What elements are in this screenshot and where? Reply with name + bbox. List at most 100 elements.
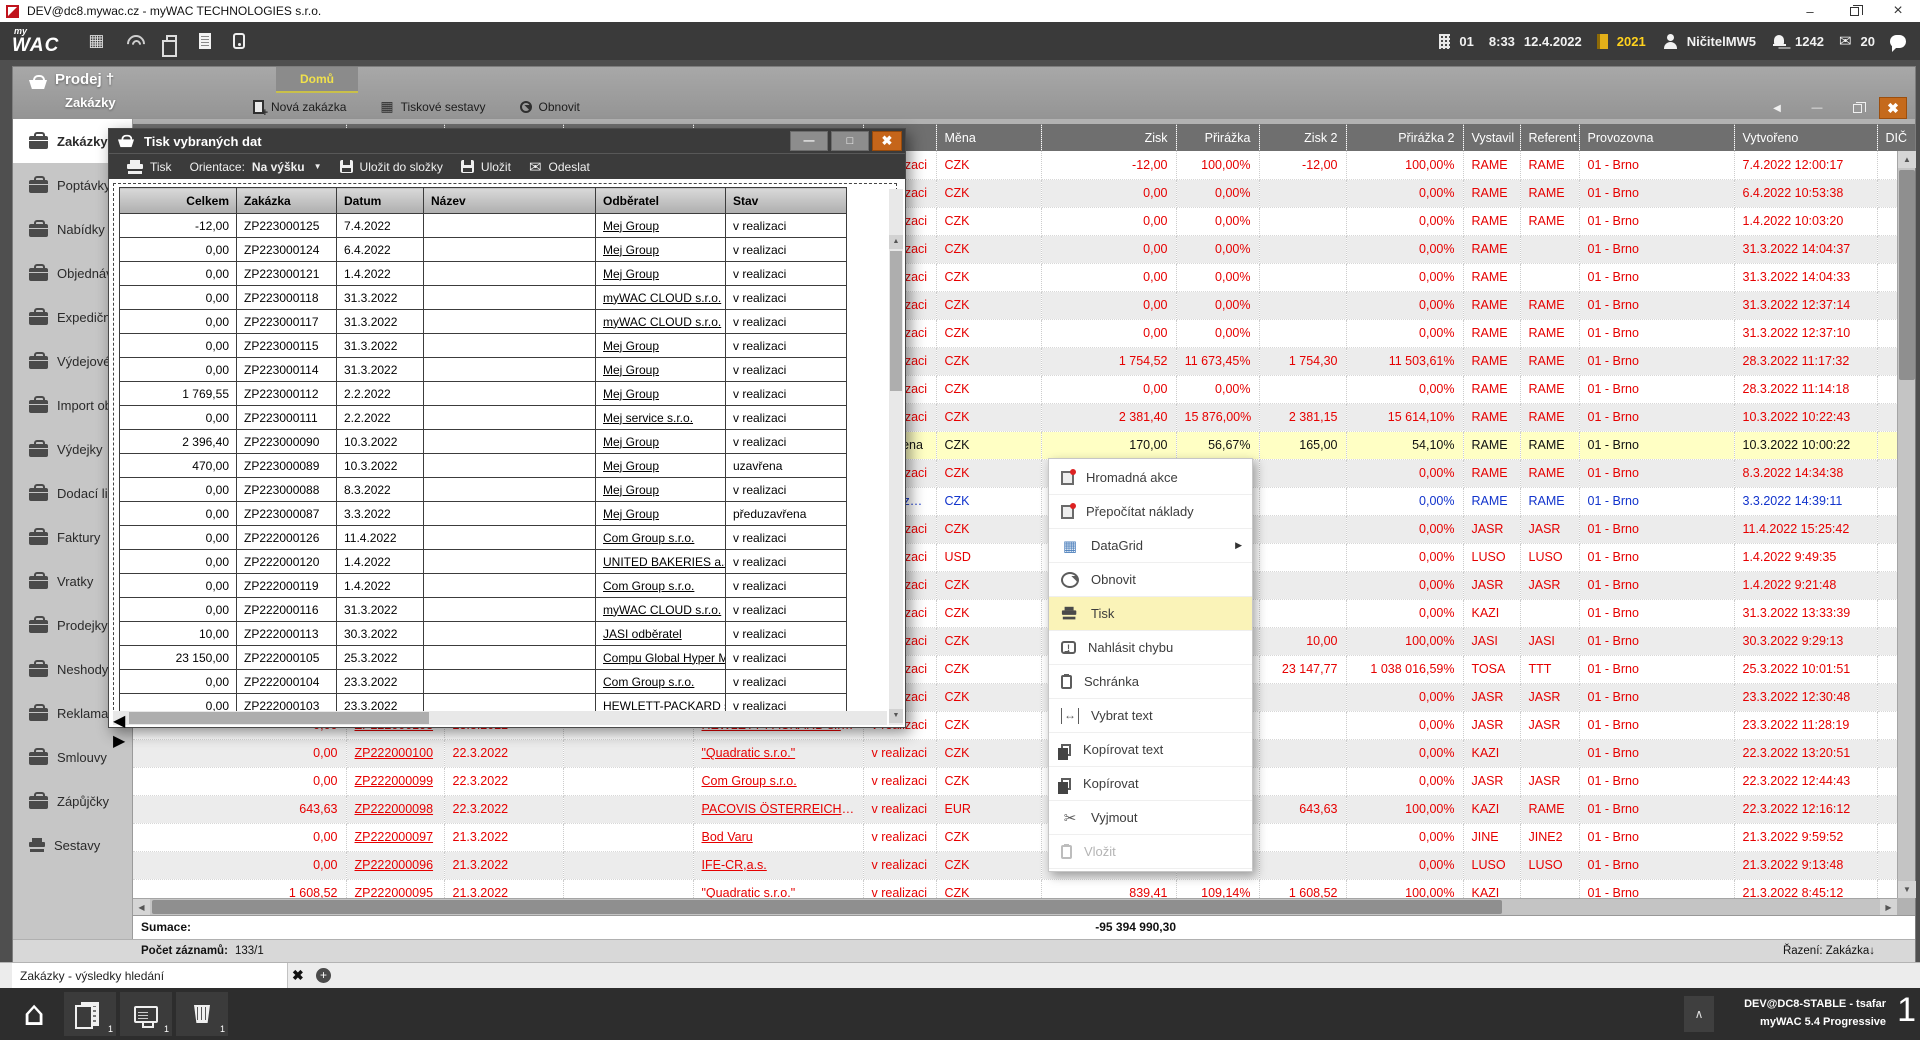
save-button[interactable]: Uložit — [460, 160, 511, 174]
scroll-left-icon[interactable]: ◀ — [133, 899, 150, 915]
context-menu-item[interactable]: Kopírovat — [1049, 767, 1252, 801]
context-menu-item[interactable]: ↔ Vybrat text — [1049, 699, 1252, 733]
cell-odberatel-link[interactable]: "Quadratic s.r.o." — [693, 879, 864, 898]
grid-row[interactable]: 0,00 ZP222000096 21.3.2022 IFE-CR,a.s. v… — [133, 851, 1915, 880]
taskbar-expand-button[interactable]: ∧ — [1684, 996, 1714, 1032]
grid-row[interactable]: 0,00 ZP222000097 21.3.2022 Bod Varu v re… — [133, 823, 1915, 852]
os-restore-button[interactable] — [1832, 0, 1876, 22]
sidebar-item[interactable]: Smlouvy — [13, 735, 132, 779]
sidebar-item[interactable]: Expediční l — [13, 295, 132, 339]
cell-zakazka-link[interactable]: ZP222000097 — [346, 823, 445, 852]
scroll-down-icon[interactable]: ▼ — [1898, 881, 1916, 898]
sidebar-item[interactable]: Výdejové li — [13, 339, 132, 383]
documents-button[interactable]: 1 — [64, 992, 116, 1036]
tab-home[interactable]: Domů — [276, 67, 358, 93]
grid-column-header[interactable]: Vystavil — [1463, 124, 1521, 151]
fiscal-year[interactable]: 2021 — [1616, 33, 1646, 49]
sidebar-item[interactable]: Poptávky — [13, 163, 132, 207]
cell-zakazka-link[interactable]: ZP222000100 — [346, 739, 445, 768]
context-menu-item[interactable]: Kopírovat text — [1049, 733, 1252, 767]
cell-zakazka-link[interactable]: ZP222000095 — [346, 879, 445, 898]
sidebar-item[interactable]: Nabídky — [13, 207, 132, 251]
sidebar-item[interactable]: Dodací list — [13, 471, 132, 515]
grid-column-header[interactable]: Zisk — [1041, 124, 1177, 151]
window-minimize-button[interactable]: — — [1811, 102, 1823, 114]
dialog-close-button[interactable]: ✖ — [872, 131, 902, 151]
sort-info[interactable]: Řazení: Zakázka↓ — [1782, 945, 1875, 957]
grid-row[interactable]: 0,00 ZP222000099 22.3.2022 Com Group s.r… — [133, 767, 1915, 796]
cell-zakazka-link[interactable]: ZP222000099 — [346, 767, 445, 796]
grid-column-header[interactable]: Přirážka 2 — [1346, 124, 1464, 151]
chat-icon[interactable] — [1890, 34, 1906, 52]
grid-row[interactable]: 643,63 ZP222000098 22.3.2022 PACOVIS ÖST… — [133, 795, 1915, 824]
grid-column-header[interactable]: Přirážka — [1176, 124, 1260, 151]
scrollbar-thumb[interactable] — [1899, 170, 1915, 380]
cell-odberatel-link[interactable]: IFE-CR,a.s. — [693, 851, 864, 880]
preview-vertical-scrollbar[interactable]: ▲ ▼ — [889, 189, 903, 725]
scroll-up-icon[interactable]: ▲ — [889, 235, 903, 249]
close-tab-icon[interactable]: ✖ — [292, 967, 304, 983]
windows-icon[interactable] — [162, 34, 178, 57]
os-close-button[interactable]: × — [1893, 2, 1903, 19]
sidebar-item[interactable]: Výdejky — [13, 427, 132, 471]
sidebar-item[interactable]: Import obj — [13, 383, 132, 427]
cell-odberatel-link[interactable]: Bod Varu — [693, 823, 864, 852]
send-button[interactable]: ✉ Odeslat — [528, 157, 590, 176]
window-back-button[interactable]: ◀ — [1773, 102, 1781, 114]
refresh-button[interactable]: Obnovit — [519, 100, 580, 114]
dialog-print-button[interactable]: Tisk — [127, 159, 172, 174]
sidebar-item[interactable]: Vratky — [13, 559, 132, 603]
dialog-titlebar[interactable]: Tisk vybraných dat — □ ✖ — [109, 129, 905, 153]
grid-column-header[interactable]: Provozovna — [1579, 124, 1735, 151]
os-minimize-button[interactable]: – — [1806, 3, 1814, 19]
sidebar-item[interactable]: Objednávk — [13, 251, 132, 295]
sidebar-item[interactable]: Reklamace — [13, 691, 132, 735]
grid-column-header[interactable]: DIČ — [1877, 124, 1915, 151]
save-to-folder-button[interactable]: Uložit do složky — [339, 160, 443, 174]
messages-icon[interactable]: ✉ — [1838, 32, 1852, 50]
cell-zakazka-link[interactable]: ZP222000096 — [346, 851, 445, 880]
grid-vertical-scrollbar[interactable]: ▲ ▼ — [1897, 151, 1916, 898]
window-restore-button[interactable] — [1839, 97, 1875, 119]
context-menu-item[interactable]: Přepočítat náklady — [1049, 495, 1252, 529]
cell-odberatel-link[interactable]: PACOVIS ÖSTERREICH Gmb... — [693, 795, 864, 824]
device-icon[interactable] — [233, 33, 246, 49]
grid-row[interactable]: 1 608,52 ZP222000095 21.3.2022 "Quadrati… — [133, 879, 1915, 898]
window-close-button[interactable]: ✖ — [1879, 97, 1907, 119]
cell-zakazka-link[interactable]: ZP222000098 — [346, 795, 445, 824]
cell-odberatel-link[interactable]: "Quadratic s.r.o." — [693, 739, 864, 768]
context-menu-item[interactable]: Vložit — [1049, 835, 1252, 869]
home-button[interactable]: ⌂ — [8, 992, 60, 1036]
context-menu-item[interactable]: ▦ DataGrid ▶ — [1049, 529, 1252, 563]
document-icon[interactable] — [199, 33, 212, 49]
orientation-dropdown[interactable]: Orientace: Na výšku ▼ — [189, 159, 322, 174]
context-menu-item[interactable]: Tisk — [1049, 597, 1252, 631]
print-reports-button[interactable]: ▦ Tiskové sestavy — [380, 98, 486, 115]
context-menu-item[interactable]: Hromadná akce — [1049, 461, 1252, 495]
scroll-down-icon[interactable]: ▼ — [889, 709, 903, 723]
sidebar-item[interactable]: Zápůjčky — [13, 779, 132, 823]
messages-count[interactable]: 20 — [1860, 33, 1875, 49]
monitor-button[interactable]: 1 — [120, 992, 172, 1036]
scrollbar-thumb[interactable] — [129, 712, 429, 724]
context-menu-item[interactable]: Schránka — [1049, 665, 1252, 699]
scroll-right-icon[interactable]: ▶ — [1880, 899, 1897, 915]
sidebar-item[interactable]: Neshody — [13, 647, 132, 691]
new-order-button[interactable]: Nová zakázka — [253, 99, 346, 119]
scrollbar-thumb[interactable] — [152, 900, 1502, 914]
preview-horizontal-scrollbar[interactable]: ◀ ▶ — [113, 711, 887, 750]
scroll-right-icon[interactable]: ▶ — [113, 733, 126, 750]
wifi-icon[interactable] — [126, 34, 144, 48]
scroll-left-icon[interactable]: ◀ — [113, 713, 126, 730]
trash-button[interactable]: 1 — [176, 992, 228, 1036]
add-tab-icon[interactable]: + — [316, 968, 331, 983]
username[interactable]: NičitelMW5 — [1686, 33, 1757, 49]
dialog-minimize-button[interactable]: — — [790, 131, 828, 151]
scrollbar-thumb[interactable] — [890, 251, 902, 391]
sidebar-item[interactable]: Faktury — [13, 515, 132, 559]
view-tab[interactable]: Zakázky - výsledky hledání — [12, 963, 288, 989]
branch-number[interactable]: 01 — [1459, 33, 1474, 49]
context-menu-item[interactable]: ✂ Vyjmout — [1049, 801, 1252, 835]
context-menu-item[interactable]: Obnovit — [1049, 563, 1252, 597]
grid-horizontal-scrollbar[interactable]: ◀ ▶ — [133, 898, 1897, 915]
